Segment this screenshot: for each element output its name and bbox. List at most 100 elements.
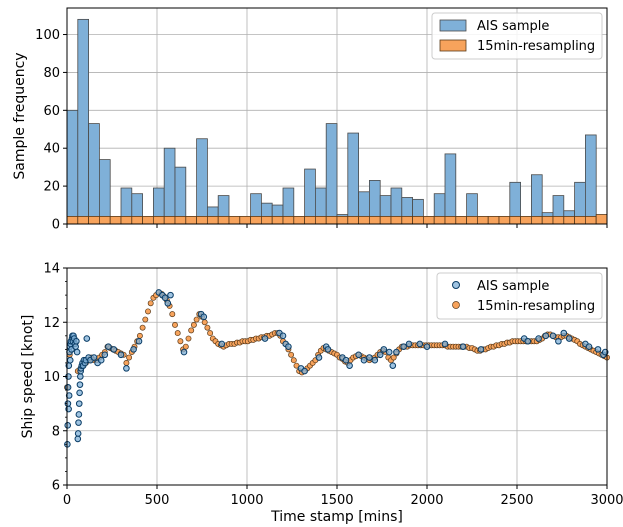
ais-sample-point [73,348,81,356]
resampling-bar [336,216,349,225]
resampling-bar [476,216,489,225]
ais-sample-point [301,367,308,375]
scatter-legend-box [436,272,603,320]
resampling-point [390,354,397,361]
resampling-bar [228,216,241,225]
resampling-point [204,324,211,331]
ais-sample-point [75,411,83,418]
ais-sample-point [585,343,593,350]
ais-sample-point [97,356,105,364]
ais-sample-point [117,351,125,359]
resampling-bar [185,216,198,225]
resampling-bar [314,216,327,225]
resampling-bar [163,216,176,225]
resampling-bar [358,216,370,225]
resampling-point [190,322,197,328]
ais-sample-point [180,348,188,356]
ais-sample-point [130,346,137,353]
resampling-point [123,359,130,366]
ais-sample-point [416,340,424,348]
ais-sample-point [423,343,431,350]
legend-label-resampling: 15min-resampling [477,299,595,314]
scatter-panel: 6 8 10 12 14 0 500 1000 1500 2000 2500 3000 Ship sp… [20,262,623,526]
resampling-bar [563,216,575,225]
resampling-point [193,316,200,323]
histogram-panel: 0 20 40 60 80 100 Sample frequency AIS sample… [12,7,608,233]
ais-sample-bar [325,123,338,225]
ais-sample-point [161,294,169,302]
resampling-bar [217,216,230,225]
ais-sample-point [65,392,73,399]
y-tick-label: 100 [35,28,60,43]
ais-sample-bar [444,153,457,225]
resampling-bar [142,216,154,225]
ais-sample-point [360,356,368,364]
ais-sample-point [524,337,532,345]
ais-sample-point [542,332,550,340]
resampling-bar [304,216,316,225]
resampling-point [126,354,133,361]
ais-sample-point [74,435,82,443]
ais-sample-point [167,291,174,299]
resampling-bar [379,216,392,225]
resampling-bar [250,216,262,225]
resampling-point [174,330,181,337]
ais-sample-bar [99,159,111,225]
ais-sample-point [75,419,82,426]
ais-sample-point [72,343,79,350]
resampling-bar [325,216,338,225]
resampling-bar [541,216,554,225]
resampling-point [288,351,295,358]
ais-sample-point [64,384,72,391]
ais-sample-point [285,343,292,350]
ais-sample-point [355,351,362,359]
resampling-bar [120,216,133,225]
ais-sample-point [371,356,379,364]
y-tick-label: 0 [52,218,60,233]
ais-sample-point [385,348,393,356]
resampling-bar [131,216,144,225]
ais-sample-point [74,430,82,437]
ais-sample-point [380,346,388,353]
ais-sample-bar [88,123,100,225]
ais-sample-point [342,356,350,364]
ais-sample-bar [304,168,316,225]
ais-sample-point [76,381,84,388]
ais-sample-point [459,343,467,350]
resampling-bar [595,214,608,225]
ais-sample-point [477,346,485,353]
resampling-bar [552,216,565,225]
resampling-bar [509,216,521,225]
ais-sample-point [376,351,384,359]
resampling-point [201,319,208,326]
resampling-point [139,324,146,331]
resampling-bar [401,216,413,225]
ais-sample-point [76,389,83,397]
ais-sample-point [110,346,118,353]
resampling-bar [390,216,403,225]
ais-sample-bar [196,138,208,225]
ais-sample-point [101,351,109,359]
resampling-bar [293,216,305,225]
resampling-bar [99,216,111,225]
y-tick-label: 14 [43,262,60,277]
ais-sample-point [75,400,83,407]
resampling-bar [585,216,597,225]
legend-swatch-ais-sample [439,19,467,32]
scatter-x-axis-label: Time stamp [mins] [270,509,403,525]
resampling-bar [347,216,359,225]
scatter-ticks: 6 8 10 12 14 0 500 1000 1500 2000 2500 3000 [43,262,623,509]
legend-marker-ais-sample [452,281,460,289]
ais-sample-bar [163,147,176,225]
ais-sample-point [73,337,80,345]
ais-sample-bar [66,109,79,225]
ais-sample-bar [174,166,187,225]
resampling-point [147,300,154,307]
resampling-point [185,335,192,342]
resampling-bar [109,216,122,225]
resampling-point [177,338,184,345]
scatter-legend: AIS sample 15min-resampling [436,272,603,320]
histogram-y-axis-label: Sample frequency [12,52,28,179]
x-tick-label: 3000 [590,493,623,508]
